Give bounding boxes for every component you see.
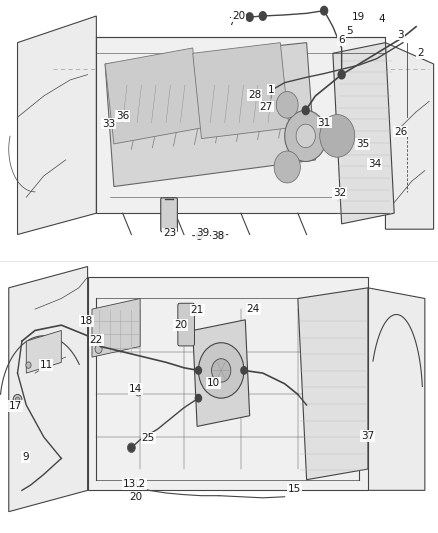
Polygon shape <box>105 43 315 187</box>
Circle shape <box>95 345 102 353</box>
Polygon shape <box>193 320 250 426</box>
Circle shape <box>338 70 345 79</box>
Text: 27: 27 <box>260 102 273 111</box>
Circle shape <box>195 394 201 402</box>
Circle shape <box>285 110 327 161</box>
Circle shape <box>128 444 134 451</box>
Circle shape <box>296 124 315 148</box>
Circle shape <box>135 387 142 396</box>
Text: 14: 14 <box>129 384 142 394</box>
Text: 12: 12 <box>133 479 146 489</box>
Text: 31: 31 <box>318 118 331 127</box>
Text: 17: 17 <box>9 401 22 411</box>
Circle shape <box>259 12 266 20</box>
Text: 15: 15 <box>288 484 301 494</box>
Text: 2: 2 <box>417 49 424 58</box>
Circle shape <box>127 443 135 453</box>
Text: 21: 21 <box>191 305 204 315</box>
Circle shape <box>218 232 224 239</box>
Polygon shape <box>18 16 96 235</box>
Polygon shape <box>105 48 201 144</box>
Polygon shape <box>298 288 368 480</box>
Circle shape <box>321 6 328 15</box>
Text: 28: 28 <box>248 90 261 100</box>
Polygon shape <box>333 43 394 224</box>
Polygon shape <box>193 43 289 139</box>
Circle shape <box>198 343 244 398</box>
Text: 32: 32 <box>333 188 346 198</box>
Text: 11: 11 <box>39 360 53 370</box>
Text: 24: 24 <box>247 304 260 314</box>
Circle shape <box>26 362 31 368</box>
Text: 34: 34 <box>368 159 381 169</box>
Text: 36: 36 <box>116 111 129 121</box>
Text: 6: 6 <box>338 35 345 45</box>
Text: 22: 22 <box>90 335 103 345</box>
Circle shape <box>246 13 253 21</box>
Circle shape <box>302 106 309 115</box>
Text: 20: 20 <box>174 320 187 330</box>
Polygon shape <box>92 298 140 357</box>
Text: 1: 1 <box>267 85 274 94</box>
Polygon shape <box>88 277 368 490</box>
Text: 23: 23 <box>163 229 177 238</box>
Text: 5: 5 <box>346 26 353 36</box>
Text: 4: 4 <box>378 14 385 23</box>
Circle shape <box>15 397 20 402</box>
Text: 13: 13 <box>123 479 136 489</box>
Text: 25: 25 <box>141 433 155 443</box>
Polygon shape <box>385 43 434 229</box>
Text: 20: 20 <box>232 11 245 21</box>
Circle shape <box>13 394 22 405</box>
Circle shape <box>241 367 247 374</box>
Text: 3: 3 <box>397 30 404 39</box>
Circle shape <box>212 359 231 382</box>
Text: 39: 39 <box>196 229 209 238</box>
Text: 26: 26 <box>394 127 407 136</box>
Polygon shape <box>9 266 88 512</box>
Text: 18: 18 <box>80 316 93 326</box>
FancyBboxPatch shape <box>178 303 194 346</box>
Text: 19: 19 <box>352 12 365 22</box>
Circle shape <box>196 232 202 239</box>
Text: 35: 35 <box>356 139 369 149</box>
Polygon shape <box>26 330 61 373</box>
Text: 38: 38 <box>212 231 225 240</box>
Text: 10: 10 <box>207 378 220 387</box>
Circle shape <box>320 115 355 157</box>
Circle shape <box>276 92 298 118</box>
Polygon shape <box>96 37 385 213</box>
Text: 9: 9 <box>22 453 29 462</box>
Text: 37: 37 <box>361 431 374 441</box>
Text: 7: 7 <box>228 18 235 27</box>
Circle shape <box>195 367 201 374</box>
Text: 20: 20 <box>129 492 142 502</box>
Polygon shape <box>368 288 425 490</box>
FancyBboxPatch shape <box>161 198 177 232</box>
Circle shape <box>274 151 300 183</box>
Text: 33: 33 <box>102 119 115 128</box>
